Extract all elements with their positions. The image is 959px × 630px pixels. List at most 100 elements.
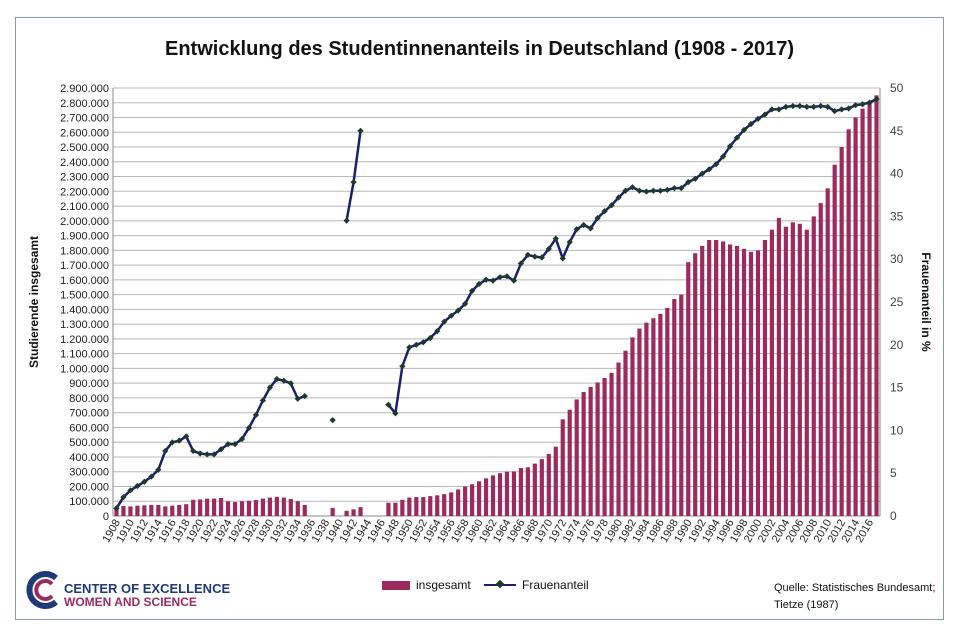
left-tick-label: 2.200.000 xyxy=(60,186,109,198)
bar-1981 xyxy=(623,350,628,516)
point-2017 xyxy=(873,96,880,103)
point-1999 xyxy=(747,120,755,128)
bar-1931 xyxy=(274,496,279,516)
bar-1969 xyxy=(539,459,544,516)
bar-1983 xyxy=(637,328,642,516)
bar-2001 xyxy=(762,240,768,516)
point-2004 xyxy=(782,103,789,110)
left-tick-label: 2.000.000 xyxy=(60,216,109,228)
left-tick-label: 400.000 xyxy=(69,452,109,464)
bar-1943 xyxy=(358,507,363,516)
point-1941 xyxy=(343,217,350,224)
right-axis-title: Frauenanteil in % xyxy=(919,252,933,352)
bar-1952 xyxy=(421,497,426,516)
bar-2008 xyxy=(811,216,816,516)
bar-2005 xyxy=(790,222,795,516)
left-tick-label: 2.500.000 xyxy=(60,142,109,154)
frauenanteil-line-segment xyxy=(115,377,306,509)
point-1985 xyxy=(650,187,657,194)
bar-2004 xyxy=(783,226,788,517)
right-tick-label: 45 xyxy=(890,124,904,138)
bar-1962 xyxy=(490,475,496,516)
bar-1991 xyxy=(693,253,698,516)
bar-2000 xyxy=(755,250,761,516)
left-tick-label: 200.000 xyxy=(69,481,109,493)
bar-1916 xyxy=(170,505,175,516)
point-2009 xyxy=(817,102,824,110)
left-tick-label: 1.700.000 xyxy=(60,260,109,272)
bar-1971 xyxy=(553,446,558,516)
bar-2009 xyxy=(818,203,823,516)
bar-1986 xyxy=(658,313,663,516)
bar-1987 xyxy=(665,307,670,516)
point-2012 xyxy=(838,106,845,113)
bar-1913 xyxy=(149,504,154,516)
bar-1999 xyxy=(748,251,754,517)
bar-1942 xyxy=(351,509,356,516)
right-tick-label: 50 xyxy=(890,81,904,95)
point-1956 xyxy=(448,312,455,319)
point-1913 xyxy=(148,473,155,480)
point-1948 xyxy=(392,410,399,417)
point-1958 xyxy=(462,300,469,307)
left-tick-label: 1.200.000 xyxy=(60,334,109,346)
bar-1956 xyxy=(449,492,454,516)
chart-title: Entwicklung des Studentinnenanteils in D… xyxy=(164,38,795,60)
bar-1930 xyxy=(267,497,272,516)
left-tick-label: 500.000 xyxy=(69,437,109,449)
point-1984 xyxy=(643,188,650,195)
point-1939 xyxy=(329,417,336,424)
bar-1926 xyxy=(239,501,245,516)
bar-1941 xyxy=(344,510,349,516)
logo-line2: WOMEN AND SCIENCE xyxy=(64,595,197,609)
bar-2006 xyxy=(797,223,802,517)
bar-1958 xyxy=(463,486,468,516)
point-1953 xyxy=(427,334,434,342)
right-tick-label: 10 xyxy=(890,423,904,437)
left-tick-label: 900.000 xyxy=(69,378,109,390)
bar-1948 xyxy=(393,502,398,516)
right-tick-label: 25 xyxy=(890,295,904,309)
bar-1959 xyxy=(470,484,475,516)
frauenanteil-line-segment xyxy=(345,130,362,221)
bar-1966 xyxy=(518,468,523,516)
bar-1998 xyxy=(741,248,747,517)
right-tick-label: 5 xyxy=(890,466,897,480)
bar-1975 xyxy=(581,392,586,516)
point-2003 xyxy=(775,106,783,113)
bar-1960 xyxy=(476,481,482,516)
bar-1964 xyxy=(504,471,510,516)
point-2008 xyxy=(810,103,817,110)
left-tick-label: 100.000 xyxy=(69,496,109,508)
point-1931 xyxy=(273,375,280,383)
left-tick-label: 2.400.000 xyxy=(60,157,109,169)
point-1910 xyxy=(127,487,134,494)
left-tick-label: 800.000 xyxy=(69,393,109,405)
point-1935 xyxy=(301,393,308,400)
point-1943 xyxy=(357,127,364,134)
bar-1908 xyxy=(114,507,119,516)
bar-2013 xyxy=(846,129,851,516)
right-tick-label: 15 xyxy=(890,381,904,395)
bar-2002 xyxy=(769,229,775,517)
bar-1939 xyxy=(330,507,335,516)
bar-1921 xyxy=(205,498,210,516)
point-2006 xyxy=(796,102,803,110)
chart-frame xyxy=(15,17,944,620)
bar-1920 xyxy=(198,499,203,516)
bar-1933 xyxy=(288,499,293,516)
bar-1915 xyxy=(163,506,168,516)
left-tick-label: 1.400.000 xyxy=(60,304,109,316)
bar-1910 xyxy=(128,506,133,516)
bar-2014 xyxy=(853,117,858,516)
bar-1955 xyxy=(442,494,447,516)
bar-1929 xyxy=(260,498,266,516)
bar-2003 xyxy=(776,217,781,516)
point-1949 xyxy=(399,363,406,370)
left-tick-label: 0 xyxy=(103,511,109,523)
left-tick-label: 1.900.000 xyxy=(60,231,109,243)
bar-1909 xyxy=(121,505,126,516)
legend-label: insgesamt xyxy=(416,578,471,592)
bar-1997 xyxy=(734,245,740,516)
